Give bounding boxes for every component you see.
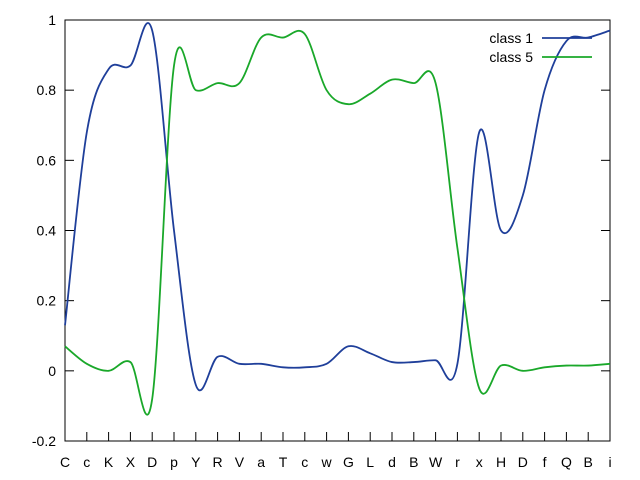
x-tick-label: a [257,454,265,470]
x-tick-label: C [60,454,70,470]
y-tick-label: 0.8 [37,82,57,98]
x-tick-label: X [126,454,136,470]
x-tick-label: D [518,454,528,470]
x-tick-label: Q [561,454,572,470]
x-tick-label: R [213,454,223,470]
legend-label: class 5 [489,49,533,65]
x-tick-label: x [476,454,483,470]
y-tick-label: 1 [48,12,56,28]
series-line [64,29,611,416]
x-tick-label: B [584,454,593,470]
x-tick-label: W [429,454,443,470]
series-layer [64,22,611,416]
x-tick-label: H [496,454,506,470]
x-tick-label: d [388,454,396,470]
x-tick-label: K [104,454,114,470]
y-axis: -0.2 0 0.2 0.4 0.6 0.8 1 [32,12,610,449]
legend: class 1 class 5 [489,30,592,65]
x-tick-label: V [235,454,245,470]
x-tick-label: i [608,454,611,470]
y-tick-label: 0.2 [37,293,57,309]
x-tick-label: c [83,454,90,470]
series-1 [64,22,611,392]
x-tick-label: p [170,454,178,470]
x-tick-label: w [321,454,333,470]
x-tick-label: c [301,454,308,470]
series-2 [64,29,611,416]
x-tick-label: Y [191,454,201,470]
x-tick-label: G [343,454,354,470]
x-tick-label: L [366,454,374,470]
x-tick-label: f [543,454,547,470]
series-line [64,22,611,392]
x-tick-label: D [147,454,157,470]
legend-label: class 1 [489,30,533,46]
x-tick-label: r [455,454,460,470]
x-tick-label: B [409,454,418,470]
y-tick-label: 0.6 [37,152,57,168]
plot-frame [64,19,611,442]
y-tick-label: -0.2 [32,433,56,449]
y-tick-label: 0.4 [37,223,57,239]
x-tick-label: T [279,454,288,470]
y-tick-label: 0 [48,363,56,379]
